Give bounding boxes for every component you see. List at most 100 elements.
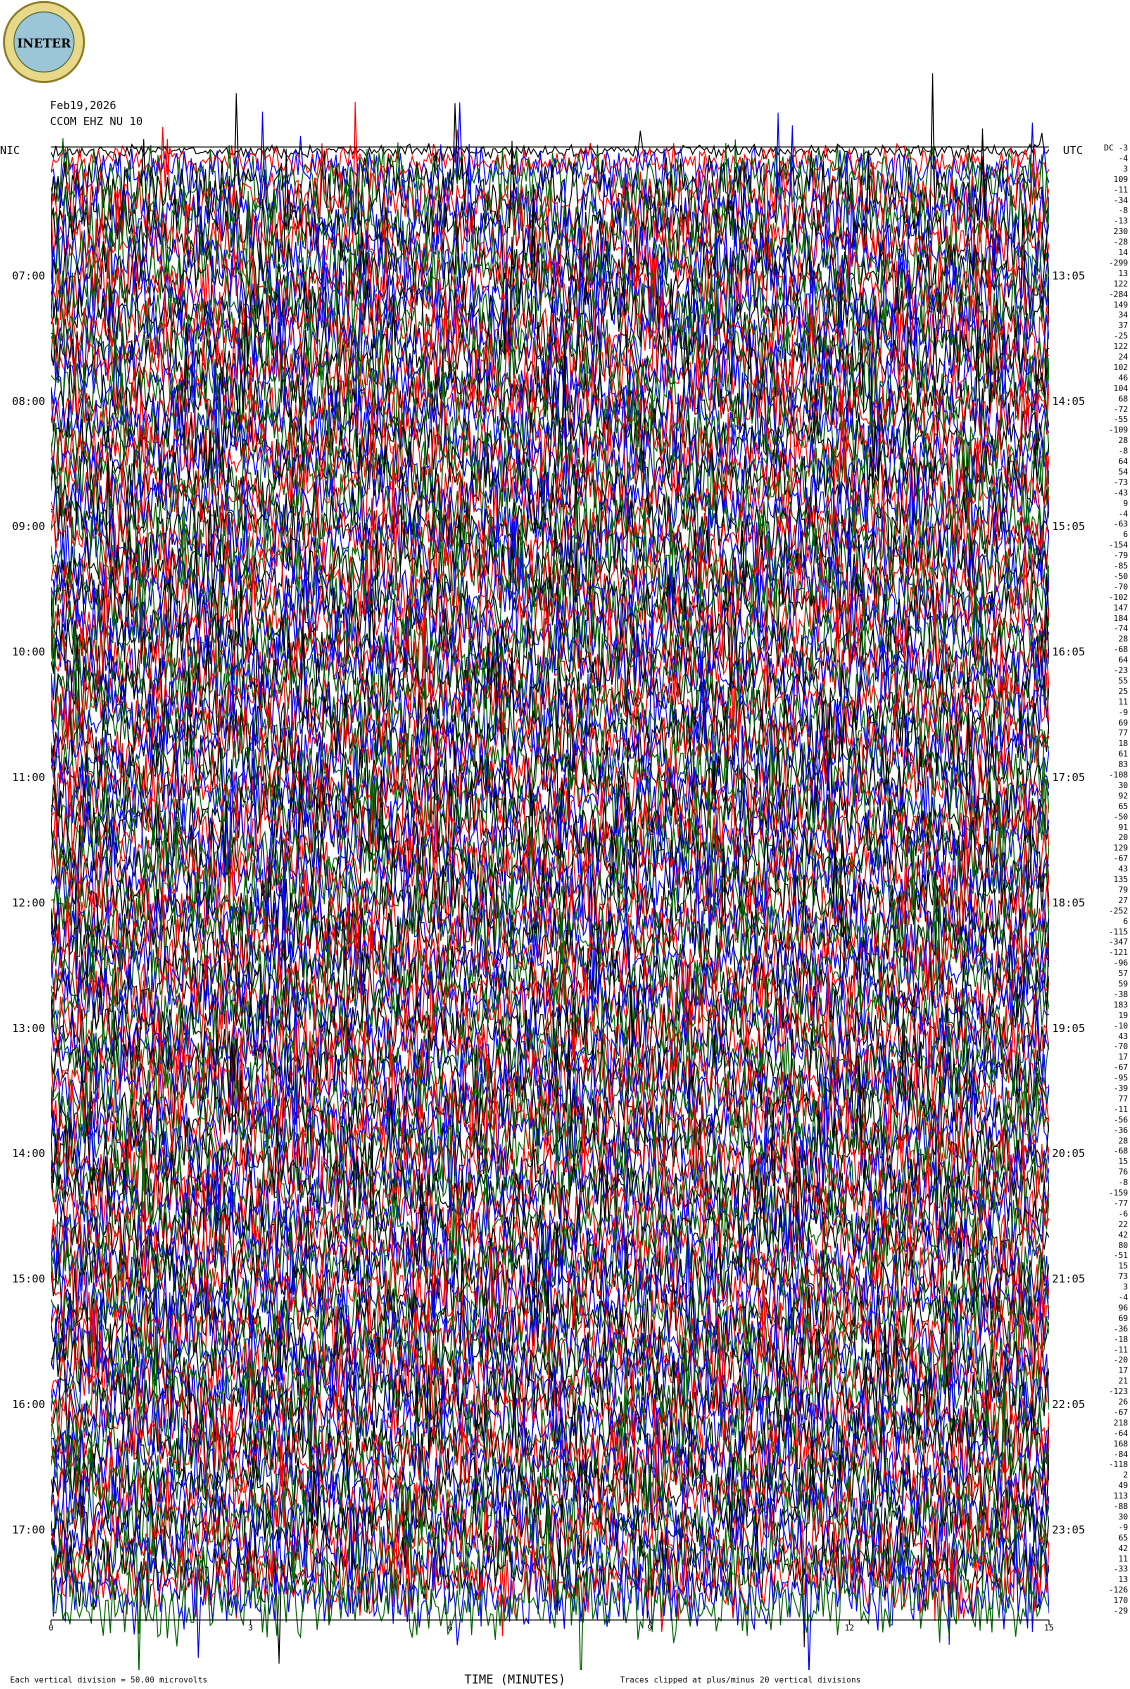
dc-offset: -51 xyxy=(1114,1251,1129,1260)
dc-offset: 218 xyxy=(1114,1418,1129,1427)
right-title: UTC xyxy=(1063,144,1083,157)
trace xyxy=(51,922,1049,1056)
trace xyxy=(51,848,1049,995)
trace xyxy=(51,734,1049,893)
dc-offset: 24 xyxy=(1118,353,1128,362)
trace xyxy=(51,1064,1049,1216)
dc-offset: 55 xyxy=(1118,676,1128,685)
x-tick-label: 12 xyxy=(845,1624,855,1633)
dc-offset: 147 xyxy=(1114,603,1129,612)
dc-offset: -11 xyxy=(1114,1105,1129,1114)
dc-offset: -10 xyxy=(1114,1021,1129,1030)
dc-offset: 19 xyxy=(1118,1011,1128,1020)
dc-offset: -63 xyxy=(1114,520,1129,529)
dc-offset: 109 xyxy=(1114,175,1129,184)
dc-offset: 14 xyxy=(1118,248,1128,257)
dc-offset: -23 xyxy=(1114,666,1129,675)
dc-offset: 49 xyxy=(1118,1481,1128,1490)
dc-offset: 6 xyxy=(1123,917,1128,926)
dc-offset: 2 xyxy=(1123,1471,1128,1480)
trace xyxy=(51,846,1049,1033)
x-tick-label: 6 xyxy=(448,1624,453,1633)
dc-offset: 42 xyxy=(1118,1230,1128,1239)
dc-offset: -79 xyxy=(1114,551,1129,560)
trace xyxy=(51,1434,1049,1637)
dc-offset: 69 xyxy=(1118,1314,1128,1323)
dc-offset: -85 xyxy=(1114,562,1129,571)
dc-offset: -28 xyxy=(1114,238,1129,247)
trace xyxy=(51,856,1049,1056)
trace xyxy=(51,1050,1049,1203)
dc-offset: 11 xyxy=(1118,697,1128,706)
dc-offset: -67 xyxy=(1114,1063,1129,1072)
dc-offset: -9 xyxy=(1118,1523,1128,1532)
dc-offset: -56 xyxy=(1114,1115,1129,1124)
dc-offset: -38 xyxy=(1114,990,1129,999)
dc-offset: -8 xyxy=(1118,447,1128,456)
trace xyxy=(51,730,1049,846)
trace xyxy=(51,650,1049,874)
x-tick-label: 0 xyxy=(49,1624,54,1633)
right-time: 20:05 xyxy=(1052,1147,1085,1160)
dc-offset: -74 xyxy=(1114,624,1129,633)
dc-offset: 9 xyxy=(1123,499,1128,508)
dc-offset: 183 xyxy=(1114,1000,1129,1009)
dc-offset: -95 xyxy=(1114,1074,1129,1083)
dc-offset: -11 xyxy=(1114,185,1129,194)
right-time: 19:05 xyxy=(1052,1022,1085,1035)
dc-offset: -123 xyxy=(1109,1387,1128,1396)
dc-offset: -154 xyxy=(1109,541,1128,550)
dc-offset: 59 xyxy=(1118,980,1128,989)
dc-offset: 149 xyxy=(1114,300,1129,309)
dc-offset: 92 xyxy=(1118,791,1128,800)
trace xyxy=(51,990,1049,1157)
dc-offset: 46 xyxy=(1118,373,1128,382)
right-time: 13:05 xyxy=(1052,269,1085,282)
dc-offset: -9 xyxy=(1118,708,1128,717)
trace xyxy=(51,1407,1049,1595)
trace xyxy=(51,602,1049,820)
dc-offset: 96 xyxy=(1118,1303,1128,1312)
dc-offset: -108 xyxy=(1109,771,1128,780)
dc-offset: 65 xyxy=(1118,802,1128,811)
trace xyxy=(51,1248,1049,1479)
dc-offset: -8 xyxy=(1118,1178,1128,1187)
left-title: NIC xyxy=(0,144,20,157)
trace xyxy=(51,128,1049,352)
trace xyxy=(51,803,1049,955)
right-time: 15:05 xyxy=(1052,520,1085,533)
dc-offset: 64 xyxy=(1118,656,1128,665)
dc-offset: 13 xyxy=(1118,269,1128,278)
dc-offset: -77 xyxy=(1114,1199,1129,1208)
dc-offset: -68 xyxy=(1114,645,1129,654)
dc-offset: -43 xyxy=(1114,488,1129,497)
dc-offset: 43 xyxy=(1118,865,1128,874)
dc-offset: 64 xyxy=(1118,457,1128,466)
trace xyxy=(51,102,1049,225)
dc-offset: -109 xyxy=(1109,426,1128,435)
dc-offset: -67 xyxy=(1114,854,1129,863)
dc-offset: 17 xyxy=(1118,1366,1128,1375)
dc-title: DC xyxy=(1104,144,1114,153)
dc-offset: 15 xyxy=(1118,1157,1128,1166)
trace xyxy=(51,1439,1049,1645)
dc-offset: 170 xyxy=(1114,1596,1129,1605)
trace xyxy=(51,220,1049,323)
dc-offset: -20 xyxy=(1114,1356,1129,1365)
trace xyxy=(51,216,1049,358)
dc-offset: 15 xyxy=(1118,1262,1128,1271)
dc-offset: -55 xyxy=(1114,415,1129,424)
dc-offset: -72 xyxy=(1114,405,1129,414)
dc-offset: 26 xyxy=(1118,1398,1128,1407)
dc-offset: -115 xyxy=(1109,927,1128,936)
left-time: 07:00 xyxy=(12,269,45,282)
dc-offset: 3 xyxy=(1123,1283,1128,1292)
dc-offset: 18 xyxy=(1118,739,1128,748)
x-tick-label: 9 xyxy=(647,1624,652,1633)
dc-offset: -34 xyxy=(1114,196,1129,205)
dc-offset: 25 xyxy=(1118,687,1128,696)
dc-offset: 184 xyxy=(1114,614,1129,623)
trace xyxy=(51,1369,1049,1555)
dc-offset: 77 xyxy=(1118,729,1128,738)
